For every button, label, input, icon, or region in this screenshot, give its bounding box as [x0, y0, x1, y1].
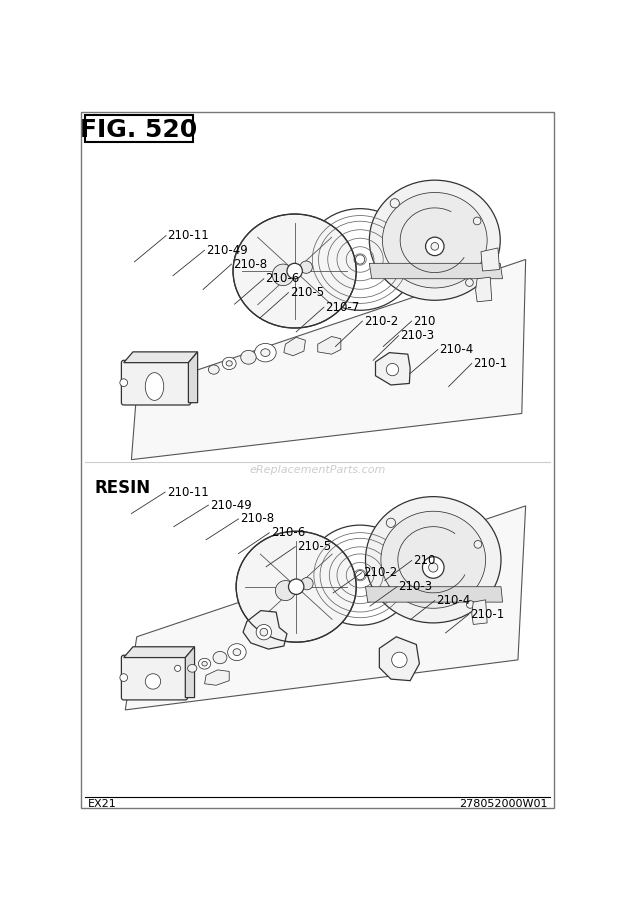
Circle shape [301, 578, 313, 589]
Text: eReplacementParts.com: eReplacementParts.com [250, 465, 386, 475]
Polygon shape [376, 353, 410, 385]
Circle shape [355, 255, 365, 264]
Circle shape [466, 279, 473, 286]
Circle shape [386, 363, 399, 375]
Polygon shape [481, 248, 500, 271]
Circle shape [120, 379, 128, 386]
Ellipse shape [228, 644, 246, 660]
Ellipse shape [145, 373, 164, 400]
Text: 210-3: 210-3 [399, 580, 433, 593]
Text: RESIN: RESIN [94, 479, 151, 496]
Text: 210: 210 [413, 554, 436, 567]
Text: 210-8: 210-8 [240, 513, 274, 526]
Polygon shape [185, 647, 195, 698]
Polygon shape [188, 352, 198, 403]
Circle shape [145, 674, 161, 689]
Circle shape [175, 665, 180, 671]
Text: 278052000W01: 278052000W01 [459, 799, 547, 809]
Polygon shape [370, 263, 503, 279]
Ellipse shape [261, 349, 270, 356]
Circle shape [425, 237, 444, 256]
Ellipse shape [370, 180, 500, 301]
Ellipse shape [208, 365, 219, 374]
Circle shape [256, 624, 272, 640]
Text: 210-2: 210-2 [364, 314, 398, 328]
Circle shape [288, 579, 304, 594]
Text: 210: 210 [413, 314, 436, 328]
Text: 210-5: 210-5 [290, 286, 324, 299]
Circle shape [287, 263, 303, 279]
Circle shape [473, 217, 481, 225]
Text: 210-6: 210-6 [271, 527, 305, 539]
Ellipse shape [213, 651, 227, 664]
Text: 210-49: 210-49 [210, 498, 252, 512]
Ellipse shape [226, 361, 232, 366]
Circle shape [431, 242, 438, 251]
Text: 210-5: 210-5 [297, 540, 331, 553]
Polygon shape [131, 260, 526, 460]
Text: EX21: EX21 [88, 799, 117, 809]
Text: 210-6: 210-6 [265, 272, 299, 285]
FancyBboxPatch shape [122, 655, 188, 700]
Text: 210-11: 210-11 [167, 486, 208, 498]
Text: 210-7: 210-7 [326, 301, 360, 313]
Text: 210-1: 210-1 [470, 608, 505, 621]
Circle shape [355, 570, 365, 579]
Circle shape [275, 580, 295, 600]
Ellipse shape [383, 192, 487, 288]
Ellipse shape [366, 496, 501, 623]
Text: 210-3: 210-3 [400, 329, 434, 343]
Text: 210-4: 210-4 [440, 343, 474, 356]
Ellipse shape [222, 357, 236, 370]
FancyBboxPatch shape [122, 361, 191, 405]
Circle shape [300, 261, 312, 273]
Text: 210-2: 210-2 [363, 567, 397, 579]
Polygon shape [205, 670, 229, 685]
Ellipse shape [304, 209, 415, 311]
Circle shape [474, 540, 482, 548]
Circle shape [422, 557, 444, 578]
Polygon shape [476, 277, 492, 302]
Circle shape [272, 264, 294, 286]
Text: 210-11: 210-11 [167, 229, 210, 242]
Text: 210-49: 210-49 [206, 244, 248, 257]
Polygon shape [317, 336, 341, 354]
Ellipse shape [381, 511, 485, 609]
Text: 210-4: 210-4 [436, 594, 471, 607]
Polygon shape [284, 337, 306, 355]
Text: FIG. 520: FIG. 520 [81, 118, 198, 142]
Circle shape [386, 518, 396, 527]
Polygon shape [243, 610, 287, 650]
Ellipse shape [198, 659, 211, 669]
Circle shape [392, 652, 407, 668]
Ellipse shape [306, 525, 414, 625]
Ellipse shape [255, 343, 276, 362]
Ellipse shape [241, 351, 256, 364]
Circle shape [466, 600, 474, 609]
Circle shape [390, 199, 399, 208]
Polygon shape [472, 599, 487, 624]
Polygon shape [124, 647, 195, 658]
Ellipse shape [233, 214, 356, 328]
Ellipse shape [188, 664, 197, 672]
Circle shape [120, 674, 128, 681]
Polygon shape [366, 587, 503, 602]
Ellipse shape [202, 661, 207, 666]
Polygon shape [379, 637, 419, 681]
Text: 210-8: 210-8 [233, 258, 267, 271]
Polygon shape [124, 352, 198, 363]
Polygon shape [125, 506, 526, 710]
Circle shape [260, 629, 268, 636]
Bar [85, 116, 193, 142]
Ellipse shape [236, 531, 356, 642]
Ellipse shape [233, 649, 241, 656]
Text: 210-1: 210-1 [473, 357, 508, 370]
Circle shape [428, 563, 438, 572]
